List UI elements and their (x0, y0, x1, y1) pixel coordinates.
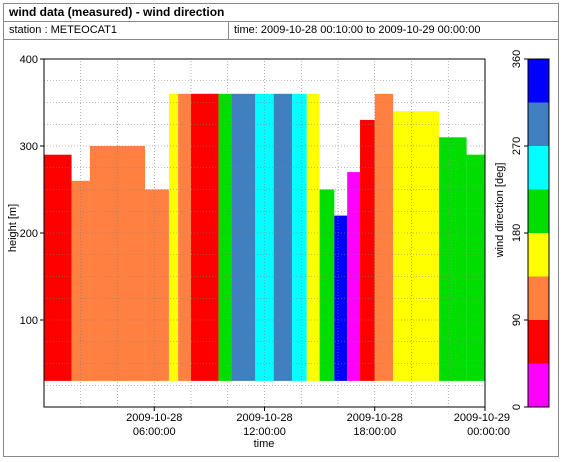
heatmap-segment-12 (306, 93, 320, 381)
x-tick-time: 18:00:00 (353, 426, 396, 438)
heatmap-segment-8 (231, 93, 256, 381)
colorbar-bin-0 (528, 363, 549, 407)
x-tick-date: 2009-10-29 (454, 412, 510, 424)
y-axis-label: height [m] (7, 204, 19, 252)
heatmap-cells (44, 93, 485, 381)
heatmap-segment-13 (319, 189, 335, 381)
heatmap-segment-5 (178, 93, 191, 381)
colorbar-bin-2 (528, 276, 549, 320)
colorbar: 0 90 180 270 360 (511, 50, 550, 410)
x-tick-time: 12:00:00 (243, 426, 286, 438)
heatmap-segment-17 (374, 93, 394, 381)
heatmap-segment-18 (393, 111, 440, 381)
y-tick-label: 100 (20, 315, 38, 327)
heatmap-segment-3 (145, 189, 169, 381)
colorbar-tick-label: 0 (511, 404, 523, 410)
colorbar-bin-6 (528, 102, 549, 146)
colorbar-bin-1 (528, 320, 549, 364)
colorbar-bin-4 (528, 189, 549, 233)
heatmap-segment-16 (360, 119, 375, 381)
colorbar-bin-5 (528, 146, 549, 190)
colorbar-bin-7 (528, 59, 549, 103)
colorbar-tick-label: 90 (511, 314, 523, 326)
x-axis-label: time (254, 438, 275, 450)
x-tick-date: 2009-10-28 (126, 412, 182, 424)
colorbar-bin-3 (528, 233, 549, 277)
x-tick-time: 06:00:00 (133, 426, 176, 438)
chart-title: wind data (measured) - wind direction (9, 5, 225, 19)
time-range-label: time: 2009-10-28 00:10:00 to 2009-10-29 … (234, 24, 481, 36)
station-label: station : METEOCAT1 (9, 24, 117, 36)
heatmap-segment-0 (44, 154, 72, 381)
heatmap-segment-9 (255, 93, 274, 381)
x-tick-date: 2009-10-28 (347, 412, 403, 424)
y-tick-label: 200 (20, 228, 38, 240)
station-cell: station : METEOCAT1 (4, 22, 229, 39)
x-tick-date: 2009-10-28 (236, 412, 292, 424)
heatmap-segment-14 (334, 215, 348, 381)
heatmap-segment-6 (191, 93, 219, 381)
title-bar: wind data (measured) - wind direction (4, 4, 558, 22)
y-axis-ticks: 100 200 300 400 (20, 54, 44, 327)
colorbar-tick-label: 270 (511, 137, 523, 155)
heatmap-segment-2 (89, 146, 146, 381)
heatmap-segment-19 (439, 137, 467, 381)
heatmap-segment-7 (218, 93, 232, 381)
heatmap-segment-20 (466, 154, 485, 381)
colorbar-label: wind direction [deg] (494, 163, 506, 259)
x-axis-ticks: 2009-10-28 06:00:00 2009-10-28 12:00:00 2009… (126, 407, 510, 438)
y-tick-label: 300 (20, 141, 38, 153)
colorbar-tick-label: 180 (511, 224, 523, 242)
grid-lines (43, 58, 486, 408)
heatmap-segment-10 (273, 93, 293, 381)
x-tick-time: 00:00:00 (467, 426, 510, 438)
heatmap-segment-11 (292, 93, 307, 381)
heatmap-segment-4 (168, 93, 179, 381)
y-tick-label: 400 (20, 54, 38, 66)
info-bar: station : METEOCAT1 time: 2009-10-28 00:… (4, 22, 558, 40)
colorbar-tick-label: 360 (511, 50, 523, 68)
